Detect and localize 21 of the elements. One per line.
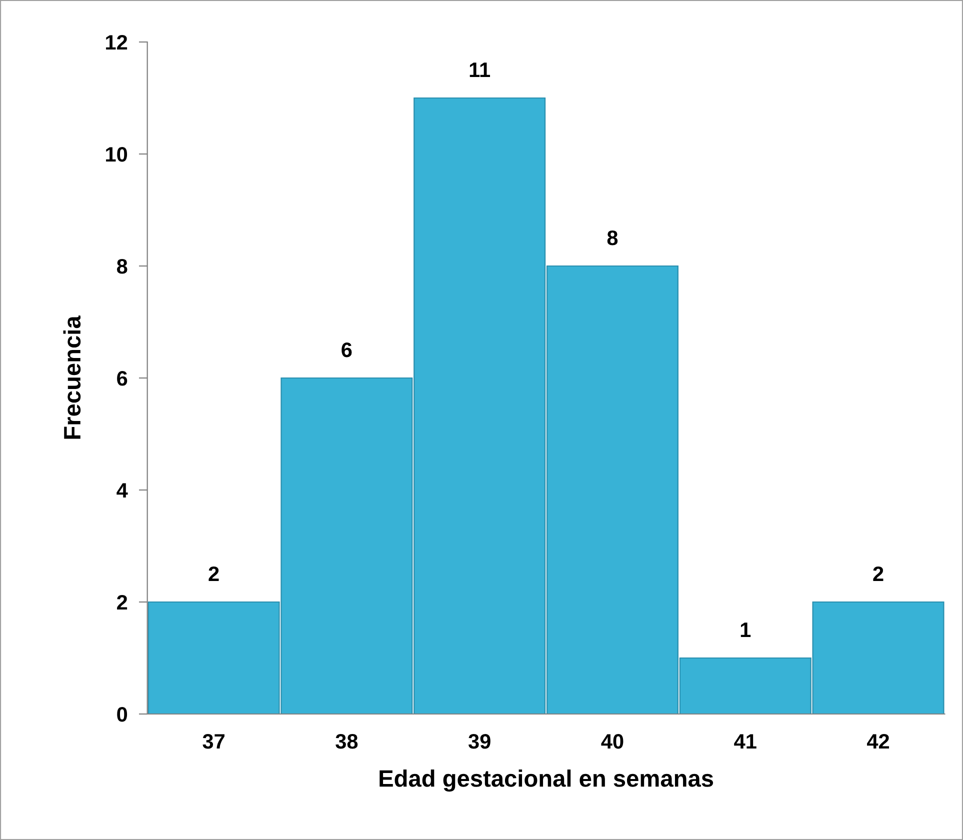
data-label: 11 xyxy=(470,62,490,78)
y-tick-label: 12 xyxy=(106,35,128,50)
x-tick-label: 41 xyxy=(734,734,756,749)
y-tick-label: 0 xyxy=(117,707,128,722)
x-tick-label: 40 xyxy=(601,734,624,749)
x-tick-label: 39 xyxy=(468,734,490,749)
y-tick-label: 10 xyxy=(106,147,128,162)
x-axis-title: Edad gestacional en semanas xyxy=(380,770,714,792)
x-tick-label: 42 xyxy=(866,734,890,749)
y-tick-label: 2 xyxy=(117,595,128,610)
y-axis-title: Frecuencia xyxy=(63,316,81,439)
data-label: 2 xyxy=(208,566,219,582)
data-label: 2 xyxy=(873,566,884,582)
y-tick-label: 4 xyxy=(116,483,128,498)
data-label: 8 xyxy=(607,230,618,246)
y-tick-label: 8 xyxy=(116,259,128,274)
x-tick-label: 37 xyxy=(202,734,224,749)
y-tick-label: 6 xyxy=(117,371,128,386)
data-label: 1 xyxy=(740,622,751,638)
data-label: 6 xyxy=(342,342,352,358)
x-tick-label: 38 xyxy=(336,734,358,749)
